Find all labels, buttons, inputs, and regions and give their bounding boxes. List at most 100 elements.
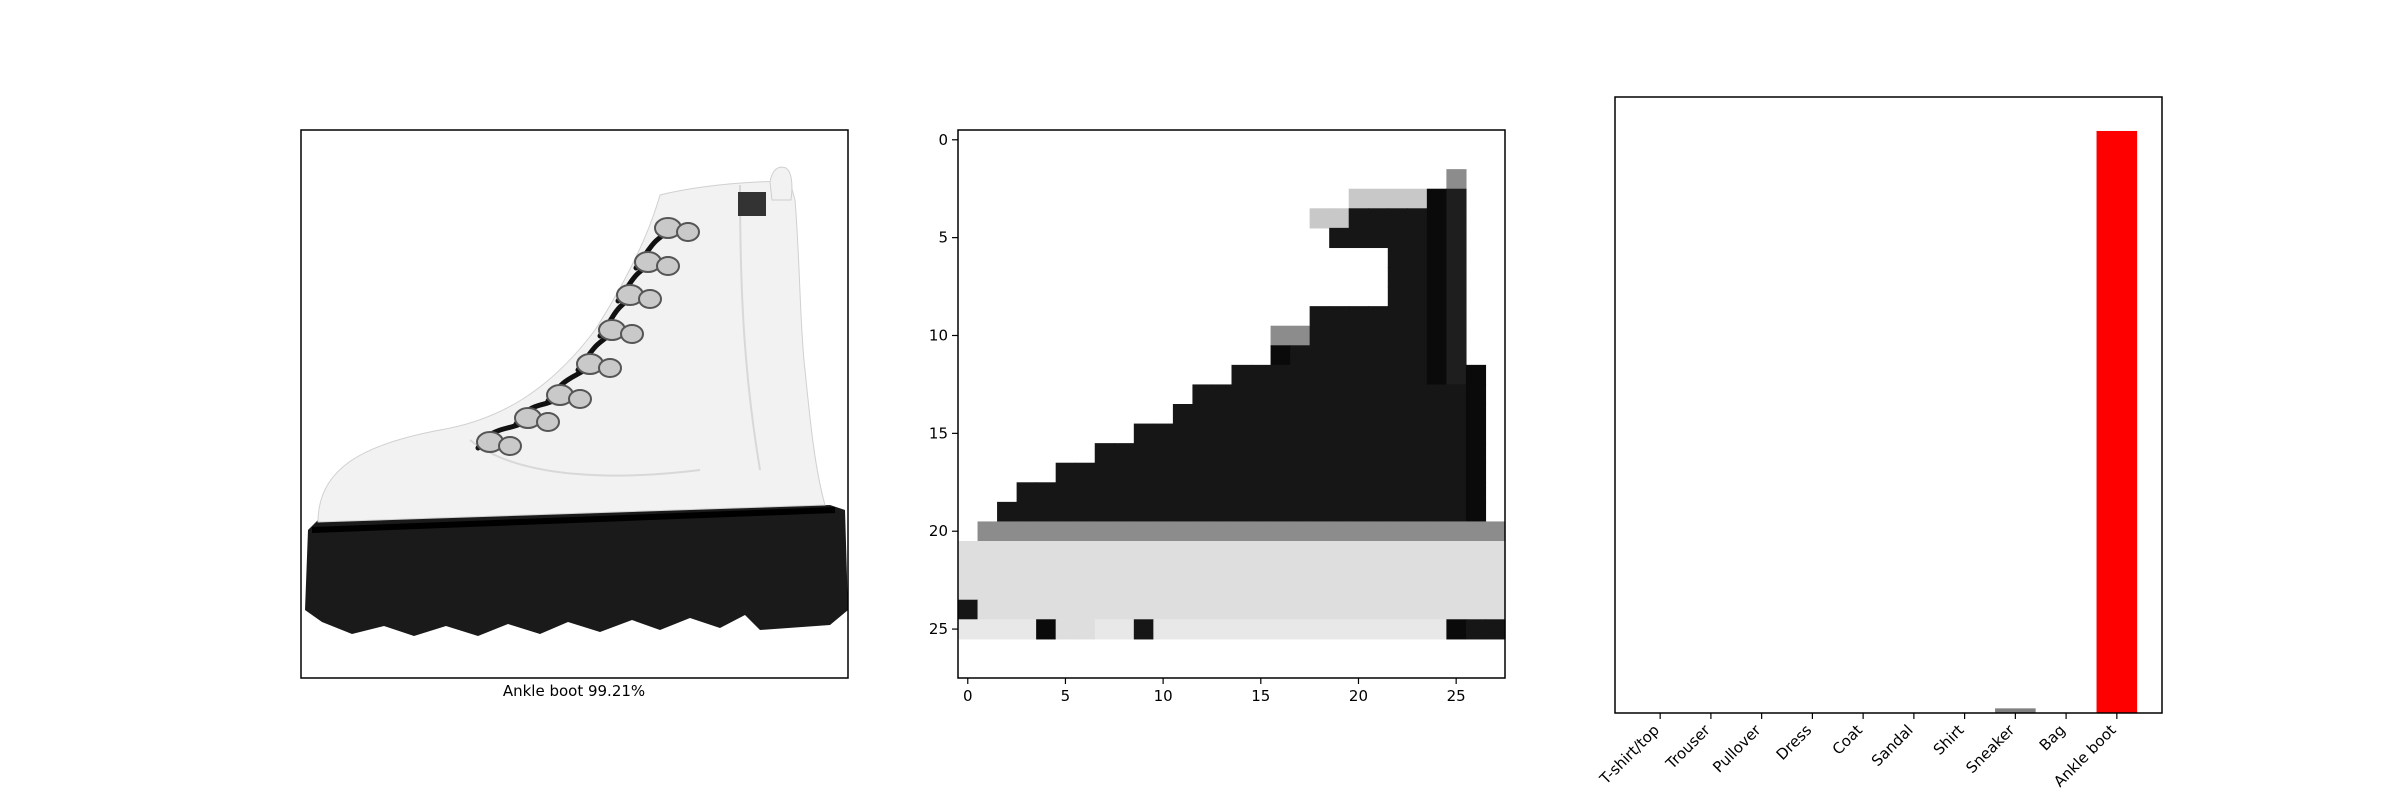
pixel-cell xyxy=(1231,404,1252,425)
pixel-cell xyxy=(1094,560,1115,581)
pixel-cell xyxy=(997,599,1018,620)
pixel-cell xyxy=(1348,482,1369,503)
pixel-cell xyxy=(1426,267,1447,288)
pixel-cell xyxy=(1329,384,1350,405)
pixel-cell xyxy=(1036,619,1057,640)
pixel-cell xyxy=(1211,619,1233,640)
pixel-cell xyxy=(1075,521,1096,542)
pixel-cell xyxy=(1465,541,1487,562)
pixel-cell xyxy=(1290,599,1311,620)
pixel-cell xyxy=(1251,560,1272,581)
pixel-cell xyxy=(1387,404,1408,425)
pixel-cell xyxy=(958,599,979,620)
pixel-cell xyxy=(997,580,1018,601)
pixel-cell xyxy=(1153,599,1174,620)
pixel-y-axis: 0 5 10 15 20 25 xyxy=(929,131,958,638)
pixel-cell xyxy=(1055,580,1076,601)
pixel-cell xyxy=(1368,619,1389,640)
pixel-cell xyxy=(1075,580,1096,601)
pixel-cell xyxy=(1485,521,1506,542)
pixel-cell xyxy=(1192,560,1213,581)
pixel-cell xyxy=(997,619,1018,640)
y-tick-label: 10 xyxy=(929,327,948,345)
pixel-cell xyxy=(1387,345,1408,366)
pixel-cell xyxy=(1231,619,1252,640)
pixel-cell xyxy=(1231,423,1252,444)
pixel-cell xyxy=(1348,306,1369,327)
pixel-cell xyxy=(1133,462,1154,483)
pixel-cell xyxy=(1290,580,1311,601)
pixel-cell xyxy=(1329,227,1350,249)
pixel-cell xyxy=(1172,560,1194,581)
pixel-cell xyxy=(1465,501,1487,523)
pixel-cell xyxy=(1407,364,1428,386)
pixel-cell xyxy=(1485,580,1506,601)
category-label: Dress xyxy=(1773,721,1816,764)
pixel-cell xyxy=(1368,580,1389,601)
pixel-cell xyxy=(1348,599,1369,620)
pixel-cell xyxy=(1309,364,1330,386)
pixel-cell xyxy=(1465,404,1487,425)
pixel-cell xyxy=(1426,462,1447,483)
pixel-cell xyxy=(1426,306,1447,327)
pixel-cell xyxy=(1192,501,1213,523)
probability-frame xyxy=(1614,96,2163,714)
pixel-cell xyxy=(1114,560,1135,581)
pixel-cell xyxy=(1329,423,1350,444)
pixel-cell xyxy=(958,580,979,601)
pixel-cell xyxy=(1270,560,1291,581)
pixel-cell xyxy=(1251,462,1272,483)
pixel-cell xyxy=(1211,501,1233,523)
pixel-cell xyxy=(1446,169,1467,190)
pixel-cell xyxy=(1133,599,1154,620)
eyelet xyxy=(656,256,680,276)
pixel-cell xyxy=(1231,482,1252,503)
pixel-cell xyxy=(1426,227,1447,249)
pixel-cell xyxy=(1133,619,1154,640)
pixel-cell xyxy=(1348,384,1369,405)
pixel-cell xyxy=(1387,580,1408,601)
pixel-cell xyxy=(1368,364,1389,386)
pixel-cell xyxy=(1387,286,1408,307)
pixel-cell xyxy=(1290,325,1311,346)
pixel-cell xyxy=(1094,501,1115,523)
pixel-cell xyxy=(1446,384,1467,405)
boot-tag xyxy=(738,192,766,216)
pixel-cell xyxy=(1211,384,1233,405)
pixel-cell xyxy=(1251,580,1272,601)
pixel-cell xyxy=(1094,580,1115,601)
pixel-cell xyxy=(1465,580,1487,601)
category-label: Shirt xyxy=(1930,721,1968,759)
pixel-cell xyxy=(1465,619,1487,640)
pixel-cell xyxy=(1309,462,1330,483)
pixel-cell xyxy=(1211,580,1233,601)
pixel-cell xyxy=(1114,501,1135,523)
pixel-cell xyxy=(1446,541,1467,562)
boot-seam xyxy=(739,184,761,471)
pixel-cell xyxy=(1016,521,1037,542)
pixel-cell xyxy=(1407,521,1428,542)
pixel-cell xyxy=(1368,599,1389,620)
category-label: Bag xyxy=(2036,721,2069,754)
pixel-cell xyxy=(1348,619,1369,640)
pixel-cell xyxy=(1172,443,1194,464)
pixel-cell xyxy=(1270,325,1291,346)
pixel-cell xyxy=(1172,619,1194,640)
pixel-cell xyxy=(1114,619,1135,640)
pixel-cell xyxy=(1368,501,1389,523)
pixel-cell xyxy=(1446,345,1467,366)
pixel-cell xyxy=(1290,619,1311,640)
pixel-cell xyxy=(1309,404,1330,425)
pixel-cell xyxy=(1348,423,1369,444)
pixel-cell xyxy=(1211,521,1233,542)
pixel-cell xyxy=(1231,580,1252,601)
pixel-cell xyxy=(1426,247,1447,268)
pixel-cell xyxy=(1251,364,1272,386)
pixel-cell xyxy=(1270,423,1291,444)
pixel-cell xyxy=(977,580,998,601)
pixel-cell xyxy=(1270,599,1291,620)
pixel-cell xyxy=(1348,501,1369,523)
pixel-cell xyxy=(1133,501,1154,523)
pixel-cell xyxy=(1446,208,1467,229)
pixel-cell xyxy=(1290,345,1311,366)
